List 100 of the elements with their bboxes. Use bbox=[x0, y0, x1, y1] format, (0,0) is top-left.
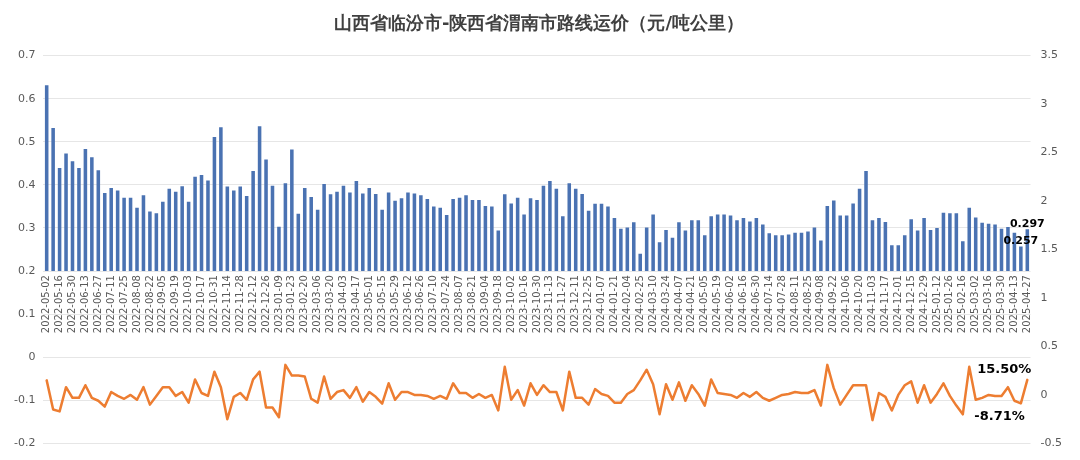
x-tick-label: 2022-10-17 bbox=[195, 275, 207, 334]
bar bbox=[264, 159, 268, 272]
y-tick-label: -0.1 bbox=[13, 393, 36, 407]
y-tick-label: 0.4 bbox=[17, 177, 36, 191]
bar bbox=[302, 187, 307, 272]
x-tick-label: 2023-11-13 bbox=[543, 275, 555, 334]
bar bbox=[167, 188, 172, 272]
bar bbox=[367, 187, 372, 272]
x-tick-label: 2025-01-26 bbox=[943, 275, 955, 334]
bar bbox=[464, 195, 468, 272]
bar bbox=[77, 168, 81, 272]
bar bbox=[109, 187, 113, 272]
bar bbox=[64, 153, 68, 272]
bar bbox=[748, 221, 752, 272]
bar bbox=[90, 157, 94, 272]
bar bbox=[232, 190, 236, 272]
y2-tick-label: 1 bbox=[1040, 290, 1048, 304]
bar bbox=[593, 203, 597, 272]
bar bbox=[606, 206, 610, 272]
x-tick-label: 2023-04-03 bbox=[337, 275, 349, 334]
y-tick-label: -0.2 bbox=[13, 436, 36, 450]
data-label: 0.297 bbox=[1009, 217, 1045, 231]
bar bbox=[909, 219, 913, 272]
x-tick-label: 2025-04-27 bbox=[1020, 275, 1032, 334]
bar bbox=[993, 224, 997, 272]
y2-tick-label: 3 bbox=[1040, 96, 1048, 110]
bar bbox=[548, 180, 552, 272]
x-tick-label: 2023-10-16 bbox=[517, 275, 529, 334]
x-tick-label: 2024-12-29 bbox=[917, 275, 929, 334]
x-tick-label: 2025-03-30 bbox=[995, 275, 1007, 334]
x-tick-label: 2024-06-16 bbox=[737, 275, 749, 334]
bar bbox=[677, 222, 681, 272]
bar bbox=[522, 214, 526, 272]
bar bbox=[348, 192, 352, 272]
x-tick-label: 2025-04-13 bbox=[1008, 275, 1019, 334]
x-tick-label: 2023-12-11 bbox=[569, 275, 581, 334]
x-tick-label: 2023-05-15 bbox=[375, 275, 387, 334]
bar bbox=[322, 184, 326, 272]
y-tick-label: 0.6 bbox=[17, 91, 36, 105]
x-tick-label: 2024-06-30 bbox=[749, 275, 761, 334]
x-tick-label: 2023-08-07 bbox=[453, 275, 465, 334]
bar bbox=[290, 149, 294, 272]
bar bbox=[380, 209, 384, 272]
x-tick-label: 2022-07-25 bbox=[117, 275, 129, 334]
x-tick-label: 2023-07-10 bbox=[427, 275, 439, 334]
y2-tick-label: 2 bbox=[1040, 193, 1048, 207]
x-tick-label: 2022-08-08 bbox=[130, 275, 142, 334]
x-tick-label: 2023-05-01 bbox=[362, 275, 374, 334]
x-tick-label: 2024-06-02 bbox=[724, 275, 736, 334]
bar bbox=[206, 180, 210, 272]
bar bbox=[238, 186, 243, 272]
x-tick-label: 2022-12-26 bbox=[259, 275, 271, 334]
bar bbox=[922, 218, 926, 272]
x-tick-label: 2024-08-11 bbox=[788, 275, 800, 334]
x-tick-label: 2022-06-13 bbox=[78, 275, 90, 334]
bar bbox=[961, 241, 965, 272]
x-tick-label: 2022-12-12 bbox=[246, 275, 258, 334]
y-tick-label: 0 bbox=[28, 350, 36, 364]
y2-tick-label: -0.5 bbox=[1040, 436, 1063, 450]
x-tick-label: 2024-04-07 bbox=[672, 275, 684, 334]
data-label: -8.71% bbox=[974, 408, 1025, 424]
x-tick-label: 2023-09-04 bbox=[478, 275, 490, 334]
x-tick-label: 2022-06-27 bbox=[91, 275, 103, 334]
x-tick-label: 2022-10-31 bbox=[208, 275, 220, 334]
bar bbox=[102, 193, 107, 272]
x-tick-label: 2024-07-14 bbox=[762, 275, 774, 334]
x-tick-label: 2024-04-21 bbox=[685, 275, 697, 334]
y2-tick-label: 1.5 bbox=[1040, 242, 1059, 256]
x-tick-label: 2023-10-02 bbox=[504, 275, 516, 334]
x-tick-label: 2025-03-16 bbox=[982, 275, 994, 334]
bar bbox=[193, 176, 197, 272]
y-tick-label: 0.2 bbox=[17, 263, 36, 277]
x-tick-label: 2024-01-21 bbox=[608, 275, 620, 334]
bar bbox=[935, 227, 939, 272]
bar bbox=[406, 192, 410, 272]
bar bbox=[502, 194, 507, 272]
x-tick-label: 2023-11-27 bbox=[556, 275, 568, 334]
bar bbox=[831, 200, 836, 272]
bar bbox=[702, 235, 707, 272]
y2-tick-label: 3.5 bbox=[1040, 48, 1059, 62]
y2-tick-label: 0 bbox=[1040, 387, 1048, 401]
bar bbox=[180, 186, 184, 272]
x-tick-label: 2023-02-20 bbox=[298, 275, 310, 334]
x-tick-label: 2023-03-20 bbox=[324, 275, 336, 334]
bar bbox=[819, 240, 823, 272]
x-tick-label: 2023-08-21 bbox=[466, 275, 478, 334]
x-tick-label: 2023-04-17 bbox=[349, 275, 361, 334]
data-label: 15.50% bbox=[977, 360, 1032, 376]
x-tick-label: 2024-05-05 bbox=[698, 275, 710, 334]
x-tick-label: 2024-08-25 bbox=[801, 275, 813, 334]
y2-tick-label: 0.5 bbox=[1040, 339, 1059, 353]
x-tick-label: 2022-08-22 bbox=[143, 275, 155, 334]
x-tick-label: 2023-03-06 bbox=[311, 275, 323, 334]
bar bbox=[393, 200, 397, 272]
x-tick-label: 2023-07-24 bbox=[440, 275, 452, 334]
x-tick-label: 2025-02-16 bbox=[956, 275, 968, 334]
x-tick-label: 2024-09-22 bbox=[827, 275, 839, 334]
bar bbox=[1019, 246, 1023, 272]
bar bbox=[561, 216, 565, 272]
bar bbox=[148, 211, 152, 272]
